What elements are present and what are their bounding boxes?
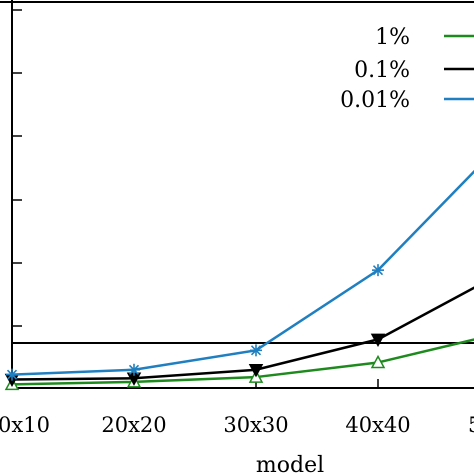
point-2-0: [6, 368, 18, 381]
x-tick-label-1: 20x20: [101, 413, 166, 437]
legend-label-1: 0.1%: [354, 58, 410, 83]
point-1-3: [370, 333, 386, 347]
x-tick-label-0: 0x10: [0, 413, 50, 437]
point-2-3: [372, 264, 384, 277]
point-2-0-d2: [6, 369, 18, 380]
series-1: [4, 286, 474, 388]
x-tick-label-4: 5: [468, 413, 474, 437]
legend: 1% 0.1% 0.01%: [340, 25, 474, 113]
point-2-2-d2: [250, 345, 262, 356]
series-line-1: [12, 286, 474, 381]
series-group: [4, 169, 474, 391]
point-0-3: [370, 354, 386, 369]
x-tick-labels: 0x10 20x20 30x30 40x40 5: [0, 413, 474, 437]
point-2-2: [250, 344, 262, 357]
point-2-1: [128, 363, 140, 376]
series-line-0: [12, 338, 474, 386]
point-2-3-d2: [372, 265, 384, 276]
x-axis-label: model: [256, 453, 324, 474]
x-tick-label-3: 40x40: [345, 413, 410, 437]
x-tick-label-2: 30x30: [223, 413, 288, 437]
series-0: [4, 338, 474, 391]
series-2: [6, 169, 474, 381]
series-line-2: [12, 169, 474, 376]
point-2-1-d2: [128, 364, 140, 375]
legend-label-2: 0.01%: [340, 88, 410, 113]
point-1-2: [248, 364, 264, 378]
legend-label-0: 1%: [375, 25, 410, 50]
